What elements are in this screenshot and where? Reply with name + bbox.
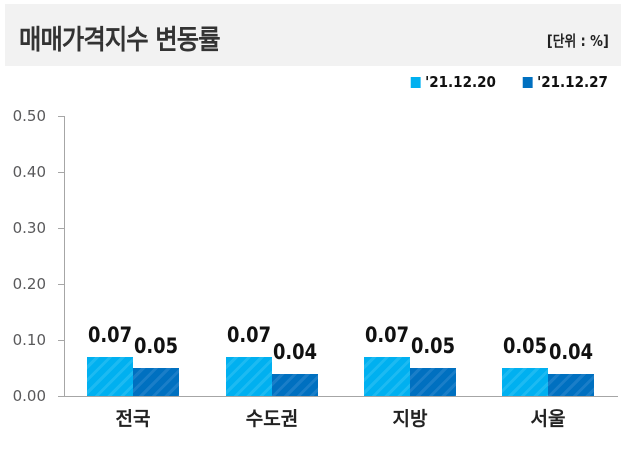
unit-label: [단위 : %] xyxy=(547,32,609,50)
chart-header: 매매가격지수 변동률 [단위 : %] xyxy=(5,4,621,66)
value-label: 0.07 xyxy=(364,322,410,347)
bar xyxy=(364,356,410,396)
legend-item-series1: '21.12.20 xyxy=(410,73,496,91)
x-tick-label: 수도권 xyxy=(245,408,299,430)
y-tick xyxy=(58,172,64,173)
y-tick-label: 0.10 xyxy=(12,331,46,349)
y-tick-label: 0.30 xyxy=(12,219,46,237)
bar xyxy=(272,373,318,396)
legend-item-series2: '21.12.27 xyxy=(523,73,608,91)
y-tick-label: 0.00 xyxy=(12,387,46,405)
x-tick-label: 전국 xyxy=(115,408,151,430)
y-tick xyxy=(58,228,64,229)
chart-title: 매매가격지수 변동률 xyxy=(19,25,221,56)
legend-label: '21.12.20 xyxy=(424,73,496,91)
legend-label: '21.12.27 xyxy=(537,73,609,91)
x-tick-label: 지방 xyxy=(392,408,428,430)
value-label: 0.07 xyxy=(87,322,133,347)
y-axis xyxy=(64,116,65,396)
x-axis xyxy=(58,396,618,397)
bar xyxy=(133,368,179,396)
legend: '21.12.20 '21.12.27 xyxy=(406,73,613,91)
value-label: 0.07 xyxy=(226,322,272,347)
legend-swatch-series1 xyxy=(410,76,421,88)
y-tick-label: 0.20 xyxy=(12,275,46,293)
bar xyxy=(87,356,133,396)
y-tick xyxy=(58,396,64,397)
legend-swatch-series2 xyxy=(523,76,534,88)
value-label: 0.04 xyxy=(272,339,318,364)
x-tick-label: 서울 xyxy=(530,408,566,430)
value-label: 0.05 xyxy=(410,334,456,358)
value-label: 0.04 xyxy=(548,339,594,364)
bar xyxy=(410,368,456,396)
bar xyxy=(226,356,272,396)
bar xyxy=(548,373,594,396)
y-tick-label: 0.50 xyxy=(12,107,46,125)
y-tick-label: 0.40 xyxy=(12,163,46,181)
bar xyxy=(502,368,548,396)
value-label: 0.05 xyxy=(502,334,548,358)
value-label: 0.05 xyxy=(133,334,179,358)
y-tick xyxy=(58,340,64,341)
y-tick xyxy=(58,284,64,285)
y-tick xyxy=(58,116,64,117)
